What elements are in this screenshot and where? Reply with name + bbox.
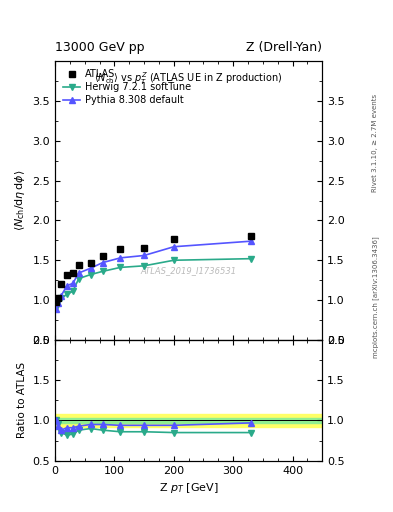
ATLAS (70, 270, 75, 276)
Pythia 8.308 default (118, 255, 123, 261)
Pythia 8.308 default (56, 300, 61, 306)
ATLAS (56, 295, 61, 302)
Herwig 7.2.1 softTune (70, 288, 75, 294)
Legend: ATLAS, Herwig 7.2.1 softTune, Pythia 8.308 default: ATLAS, Herwig 7.2.1 softTune, Pythia 8.3… (60, 66, 194, 108)
Pythia 8.308 default (171, 244, 176, 250)
ATLAS (54, 300, 59, 306)
Herwig 7.2.1 softTune (88, 271, 93, 278)
ATLAS (100, 253, 105, 260)
ATLAS (64, 272, 69, 279)
Herwig 7.2.1 softTune (64, 291, 69, 297)
ATLAS (249, 233, 253, 240)
Text: Z (Drell-Yan): Z (Drell-Yan) (246, 41, 322, 54)
Line: Pythia 8.308 default: Pythia 8.308 default (53, 239, 254, 311)
Pythia 8.308 default (88, 265, 93, 271)
ATLAS (171, 236, 176, 242)
Herwig 7.2.1 softTune (100, 268, 105, 274)
Pythia 8.308 default (249, 238, 253, 244)
Text: ATLAS_2019_I1736531: ATLAS_2019_I1736531 (141, 266, 237, 275)
Herwig 7.2.1 softTune (76, 275, 81, 282)
Line: ATLAS: ATLAS (53, 233, 255, 306)
Pythia 8.308 default (70, 280, 75, 286)
ATLAS (59, 281, 63, 287)
Pythia 8.308 default (142, 252, 147, 259)
ATLAS (118, 246, 123, 252)
Herwig 7.2.1 softTune (142, 263, 147, 269)
Text: $\langle N_{\rm ch}\rangle$ vs $p_T^Z$ (ATLAS UE in Z production): $\langle N_{\rm ch}\rangle$ vs $p_T^Z$ (… (94, 70, 283, 87)
Herwig 7.2.1 softTune (56, 300, 61, 306)
Herwig 7.2.1 softTune (171, 257, 176, 263)
ATLAS (142, 244, 147, 250)
Herwig 7.2.1 softTune (59, 295, 63, 302)
Y-axis label: Ratio to ATLAS: Ratio to ATLAS (17, 362, 27, 438)
Text: Rivet 3.1.10, ≥ 2.7M events: Rivet 3.1.10, ≥ 2.7M events (372, 94, 378, 193)
Line: Herwig 7.2.1 softTune: Herwig 7.2.1 softTune (53, 256, 254, 311)
Pythia 8.308 default (53, 306, 58, 312)
Y-axis label: $\langle N_{\rm ch}/{\rm d}\eta\,{\rm d}\phi\rangle$: $\langle N_{\rm ch}/{\rm d}\eta\,{\rm d}… (13, 170, 27, 231)
Text: mcplots.cern.ch [arXiv:1306.3436]: mcplots.cern.ch [arXiv:1306.3436] (372, 236, 379, 358)
Herwig 7.2.1 softTune (53, 305, 58, 311)
X-axis label: Z $p_T$ [GeV]: Z $p_T$ [GeV] (159, 481, 219, 495)
ATLAS (88, 260, 93, 266)
Pythia 8.308 default (64, 283, 69, 289)
ATLAS (76, 262, 81, 268)
Herwig 7.2.1 softTune (249, 255, 253, 262)
Pythia 8.308 default (76, 270, 81, 276)
Pythia 8.308 default (100, 260, 105, 266)
Text: 13000 GeV pp: 13000 GeV pp (55, 41, 145, 54)
Herwig 7.2.1 softTune (118, 264, 123, 270)
Pythia 8.308 default (59, 293, 63, 299)
